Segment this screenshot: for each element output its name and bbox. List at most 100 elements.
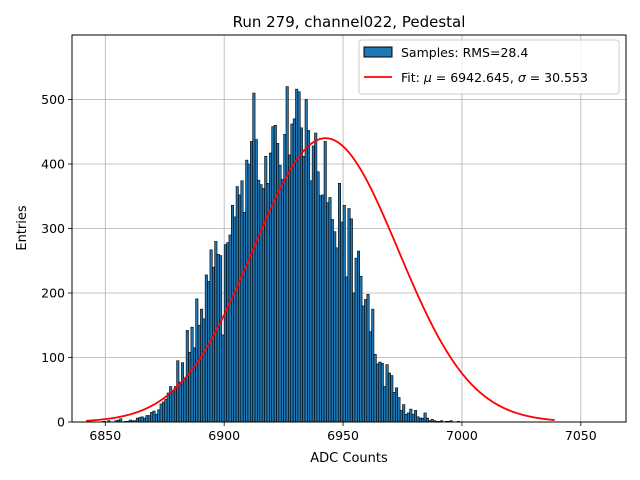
histogram-bar	[402, 404, 406, 423]
histogram-bar	[354, 257, 358, 423]
histogram-bar	[302, 155, 306, 423]
histogram-bar	[406, 412, 410, 423]
histogram-bar	[361, 305, 365, 423]
histogram-bar	[245, 159, 249, 423]
histogram-bar	[166, 392, 170, 423]
histogram-bar	[333, 231, 337, 423]
histogram-bar	[387, 372, 391, 423]
x-axis-label: ADC Counts	[310, 451, 388, 466]
histogram-bar	[242, 212, 246, 423]
histogram-bar	[273, 125, 277, 423]
histogram-bar	[171, 390, 175, 423]
histogram-bar	[299, 127, 303, 423]
histogram-bar	[164, 399, 168, 423]
histogram-bar	[276, 143, 280, 423]
histogram-bar	[285, 86, 289, 423]
histogram-bar	[425, 417, 429, 423]
histogram-bar	[373, 353, 377, 423]
histogram-bar	[178, 381, 182, 423]
histogram-bar	[176, 360, 180, 423]
histogram-bar	[147, 415, 151, 423]
histogram-bar	[423, 412, 427, 423]
histogram-bar	[342, 204, 346, 423]
histogram-bar	[216, 254, 220, 423]
histogram-bar	[135, 417, 139, 423]
histogram-bar	[371, 308, 375, 423]
histogram-bar	[347, 208, 351, 423]
histogram-bar	[280, 179, 284, 423]
histogram-bar	[228, 234, 232, 423]
histogram-bar	[368, 331, 372, 423]
chart-title: Run 279, channel022, Pedestal	[233, 13, 466, 31]
histogram-bar	[254, 139, 258, 423]
histogram-bar	[314, 132, 318, 423]
histogram-bar	[340, 221, 344, 423]
x-tick-label: 6950	[327, 428, 359, 443]
histogram-bar	[271, 126, 275, 423]
legend: Samples: RMS=28.4 Fit: μ = 6942.645, σ =…	[358, 39, 620, 95]
histogram-bar	[326, 202, 330, 423]
histogram-bar	[409, 408, 413, 423]
x-tick-label: 7000	[446, 428, 478, 443]
y-tick-label: 400	[41, 157, 65, 172]
histogram-bar	[307, 130, 311, 423]
x-tick-label: 7050	[565, 428, 597, 443]
histogram-bar	[421, 417, 425, 423]
histogram-bar	[330, 219, 334, 423]
histogram-bar	[252, 92, 256, 423]
legend-label-samples: Samples: RMS=28.4	[401, 45, 528, 60]
histogram-bar	[278, 164, 282, 423]
histogram-bar	[328, 197, 332, 423]
histogram-bar	[349, 218, 353, 423]
histogram-bar	[233, 216, 237, 423]
histogram-bar	[226, 242, 230, 423]
y-tick-label: 200	[41, 286, 65, 301]
histogram-bar	[269, 152, 273, 423]
histogram-bar	[181, 362, 185, 423]
histogram-bar	[399, 410, 403, 423]
histogram-bar	[383, 386, 387, 423]
y-axis-label: Entries	[15, 205, 30, 251]
histogram-bar	[264, 155, 268, 423]
histogram-bar	[416, 416, 420, 423]
x-axis-ticks: 6850 6900 6950 7000 7050	[89, 422, 597, 443]
histogram-bar	[316, 171, 320, 423]
histogram-bar	[183, 377, 187, 423]
histogram-bar	[162, 401, 166, 423]
histogram-bar	[411, 413, 415, 423]
histogram-bar	[221, 334, 225, 423]
histogram-bar	[357, 250, 360, 423]
histogram-bar	[352, 292, 356, 423]
histogram-bar	[345, 276, 349, 423]
histogram-bar	[207, 281, 211, 423]
histogram-bar	[240, 180, 244, 423]
histogram-bar	[414, 410, 418, 423]
histogram-bar	[359, 275, 363, 423]
histogram-bar	[197, 324, 201, 423]
histogram-bar	[211, 266, 215, 423]
histogram-bar	[376, 363, 380, 423]
histogram-bar	[404, 413, 408, 423]
histogram-bar	[321, 194, 325, 423]
histogram-bar	[188, 352, 192, 423]
histogram-bar	[397, 397, 401, 423]
y-tick-label: 0	[57, 415, 65, 430]
histogram-bar	[157, 409, 161, 423]
histogram-bar	[154, 413, 158, 423]
histogram-bar	[140, 416, 144, 423]
histogram-bar	[335, 247, 339, 423]
histogram-bar	[150, 412, 154, 423]
histogram-bar	[380, 363, 384, 423]
histogram-bar	[418, 417, 422, 423]
histogram-bar	[159, 403, 163, 423]
y-tick-label: 300	[41, 221, 65, 236]
y-tick-label: 100	[41, 350, 65, 365]
histogram-bar	[145, 415, 149, 423]
histogram-bar	[152, 410, 156, 423]
histogram-bar	[190, 326, 194, 423]
histogram-bar	[395, 387, 399, 423]
histogram-bar	[219, 255, 223, 423]
histogram-bar	[295, 88, 299, 423]
histogram-bar	[311, 145, 315, 423]
